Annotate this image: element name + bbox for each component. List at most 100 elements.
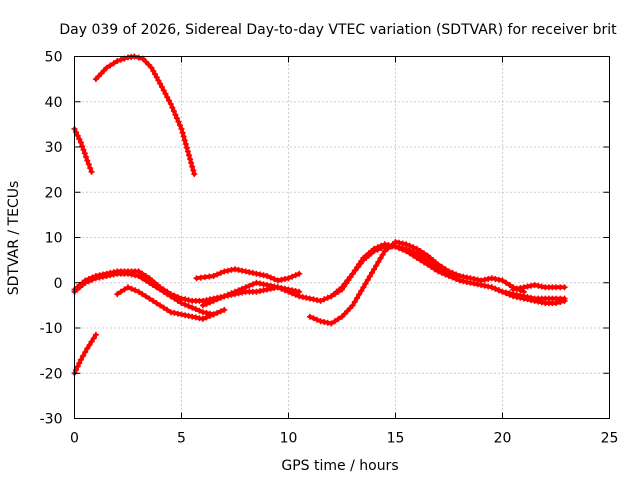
data-point (285, 275, 292, 282)
data-point (167, 293, 174, 300)
data-point (178, 125, 185, 132)
data-point (531, 282, 538, 288)
data-point (354, 295, 360, 302)
data-point (199, 302, 206, 309)
data-point (186, 152, 192, 159)
series-arc-7 (193, 266, 303, 284)
data-point (296, 270, 303, 277)
data-point (257, 280, 263, 287)
data-point (235, 287, 242, 294)
data-point (196, 307, 203, 314)
data-point (167, 101, 174, 107)
data-point (169, 104, 176, 111)
data-point (142, 58, 149, 65)
data-point (364, 277, 371, 283)
data-point (192, 314, 199, 321)
data-point (76, 360, 83, 367)
data-point (214, 309, 221, 316)
data-point (150, 282, 156, 288)
data-point (135, 288, 142, 295)
grid (74, 56, 610, 419)
data-point (274, 284, 281, 291)
data-point (178, 300, 185, 307)
data-point (357, 260, 364, 267)
data-point (324, 294, 331, 301)
data-point (107, 62, 114, 69)
data-point (495, 276, 502, 283)
y-tick-label: 30 (45, 140, 63, 156)
data-point (79, 143, 86, 150)
data-point (281, 276, 288, 282)
data-point (362, 280, 369, 287)
data-point (157, 302, 164, 309)
data-point (80, 146, 87, 153)
data-point (179, 129, 186, 136)
data-point (87, 165, 94, 172)
data-point (189, 304, 196, 311)
x-tick-label: 25 (601, 431, 619, 447)
data-point (310, 296, 317, 303)
data-point (264, 273, 271, 279)
data-point (344, 277, 351, 284)
data-point (175, 118, 182, 125)
data-point (446, 270, 452, 277)
data-point (349, 302, 356, 309)
data-point (172, 111, 179, 118)
series-arc-10 (328, 243, 463, 300)
data-point (351, 298, 358, 305)
data-point (110, 60, 117, 67)
data-point (374, 246, 381, 253)
data-point (488, 284, 495, 291)
data-point (135, 273, 142, 279)
data-point (184, 148, 191, 155)
data-point (150, 68, 157, 74)
data-point (506, 290, 513, 297)
data-point (82, 279, 89, 286)
data-point (403, 245, 410, 252)
data-point (132, 287, 139, 294)
data-point (214, 271, 221, 278)
data-point (417, 252, 424, 259)
data-point (77, 356, 84, 363)
data-point (171, 295, 178, 302)
data-point (153, 300, 160, 307)
data-point (355, 263, 362, 270)
data-point (249, 281, 256, 288)
data-point (114, 291, 121, 298)
data-point (366, 273, 373, 280)
x-tick-label: 20 (494, 431, 512, 447)
data-point (456, 273, 463, 279)
data-point (81, 150, 88, 157)
data-point (150, 297, 156, 304)
data-point (324, 319, 331, 326)
y-axis-label: SDTVAR / TECUs (6, 181, 22, 296)
data-point (178, 311, 185, 318)
data-point (128, 285, 135, 292)
data-point (528, 282, 534, 289)
data-point (228, 290, 235, 297)
data-point (253, 270, 260, 277)
data-point (467, 275, 474, 282)
data-point (352, 267, 359, 274)
data-point (513, 285, 520, 292)
data-point (187, 156, 194, 163)
data-point (171, 309, 178, 316)
data-point (335, 315, 342, 322)
data-point (528, 294, 534, 301)
data-point (77, 139, 84, 146)
data-point (317, 318, 324, 325)
data-point (474, 276, 481, 283)
data-point (267, 274, 274, 281)
data-point (379, 251, 386, 258)
data-point (285, 288, 292, 295)
axis-ticks (74, 56, 610, 419)
data-point (314, 297, 320, 304)
data-point (210, 273, 217, 279)
data-point (185, 297, 192, 304)
data-point (210, 311, 217, 318)
y-tick-label: -20 (40, 366, 63, 382)
data-point (192, 306, 199, 313)
data-point (253, 288, 260, 295)
data-point (177, 122, 183, 129)
